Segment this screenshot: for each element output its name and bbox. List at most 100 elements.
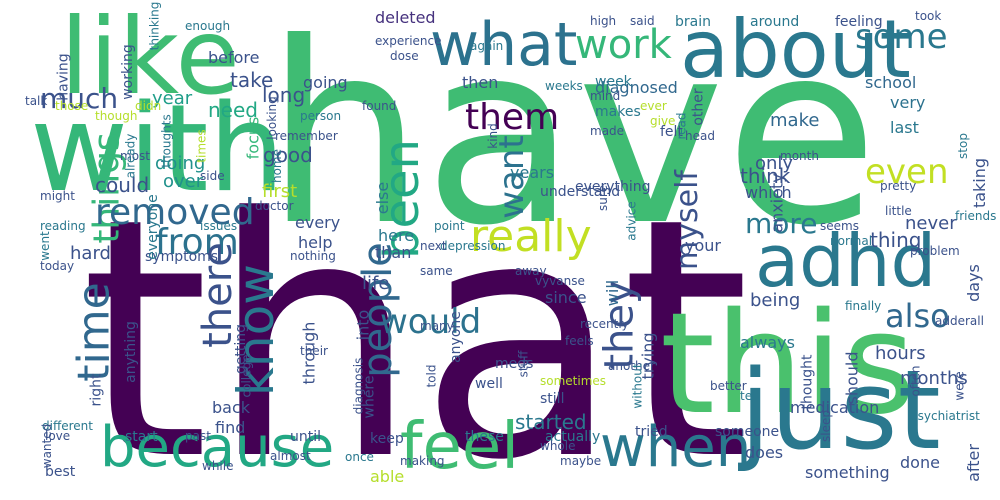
- cloud-word-stop: stop: [955, 133, 970, 159]
- cloud-word-around: around: [750, 14, 800, 30]
- cloud-word-point: point: [434, 219, 465, 233]
- cloud-word-understand: understand: [540, 184, 621, 200]
- cloud-word-advice: advice: [624, 201, 639, 241]
- cloud-word-thought: thought: [799, 354, 816, 410]
- cloud-word-really: really: [470, 211, 592, 262]
- cloud-word-little: little: [885, 204, 912, 218]
- cloud-word-while: while: [202, 459, 234, 473]
- cloud-word-medication: medication: [790, 398, 880, 417]
- cloud-word-thoughts: thoughts: [159, 114, 174, 168]
- cloud-word-have: have: [265, 0, 879, 280]
- cloud-word-took: took: [915, 9, 942, 23]
- cloud-word-brain: brain: [675, 14, 711, 30]
- cloud-word-would: would: [380, 302, 482, 342]
- cloud-word-recently: recently: [580, 317, 629, 331]
- cloud-word-which: which: [745, 183, 792, 202]
- cloud-word-long: long: [262, 83, 306, 107]
- cloud-word-still: still: [540, 391, 565, 407]
- cloud-word-much: much: [40, 82, 119, 115]
- cloud-word-deleted: deleted: [375, 8, 436, 27]
- cloud-word-stuff: stuff: [516, 350, 531, 378]
- cloud-word-times: times: [194, 129, 209, 163]
- cloud-word-also: also: [885, 297, 950, 335]
- cloud-word-first: first: [262, 181, 298, 202]
- cloud-word-depression: depression: [440, 239, 506, 253]
- cloud-word-going: going: [303, 73, 348, 92]
- cloud-word-more: more: [745, 207, 818, 240]
- cloud-word-diagnosis: diagnosis: [351, 357, 366, 415]
- cloud-word-most: most: [120, 149, 150, 163]
- cloud-word-focus: focus: [243, 116, 263, 160]
- cloud-word-head: head: [685, 129, 715, 143]
- cloud-word-feels: feels: [565, 334, 594, 348]
- cloud-word-said: said: [630, 14, 655, 28]
- cloud-word-with: with: [30, 80, 285, 219]
- cloud-word-dose: dose: [390, 49, 419, 63]
- cloud-word-pretty: pretty: [880, 179, 917, 193]
- cloud-word-done: done: [900, 453, 940, 472]
- cloud-word-remember: remember: [275, 129, 338, 143]
- cloud-word-home: home: [270, 148, 285, 184]
- cloud-word-them: them: [465, 97, 560, 138]
- cloud-word-last: last: [890, 118, 919, 137]
- cloud-word-actually: actually: [545, 429, 601, 445]
- cloud-word-into: into: [353, 309, 373, 341]
- cloud-word-past: past: [185, 429, 211, 443]
- cloud-word-having: having: [55, 53, 72, 101]
- cloud-word-reading: reading: [40, 219, 86, 233]
- cloud-word-hard: hard: [70, 243, 111, 264]
- cloud-word-before: before: [208, 48, 260, 67]
- cloud-word-their: their: [300, 344, 328, 358]
- cloud-word-almost: almost: [270, 449, 311, 463]
- cloud-word-found: found: [362, 99, 397, 113]
- cloud-word-days: days: [963, 264, 983, 302]
- cloud-word-again: again: [470, 39, 504, 53]
- cloud-word-will: will: [603, 279, 623, 307]
- cloud-word-that: that: [80, 148, 751, 500]
- cloud-word-every: every: [295, 213, 341, 232]
- cloud-word-month: month: [780, 149, 819, 163]
- cloud-word-than: than: [375, 243, 412, 262]
- cloud-word-diagnosed: diagnosed: [595, 78, 678, 97]
- cloud-word-never: never: [905, 213, 957, 234]
- cloud-word-college: college: [239, 354, 254, 398]
- cloud-word-school: school: [865, 73, 917, 92]
- cloud-word-doing: doing: [155, 153, 206, 174]
- cloud-word-think: think: [740, 164, 791, 188]
- cloud-word-tried: tried: [635, 424, 668, 440]
- cloud-word-hours: hours: [875, 343, 926, 364]
- cloud-word-years: years: [510, 163, 555, 182]
- cloud-word-without: without: [630, 363, 645, 409]
- cloud-word-normal: normal: [830, 234, 873, 248]
- cloud-word-tell: tell: [740, 389, 759, 403]
- cloud-word-mind: mind: [590, 89, 621, 103]
- cloud-word-today: today: [40, 259, 75, 273]
- cloud-word-feeling: feeling: [835, 14, 883, 30]
- cloud-word-same: same: [420, 264, 453, 278]
- cloud-word-experience: experience: [375, 34, 442, 48]
- cloud-word-right: right: [88, 373, 105, 407]
- cloud-word-made: made: [590, 124, 625, 138]
- cloud-word-only: only: [755, 153, 794, 174]
- cloud-word-week: week: [595, 74, 632, 90]
- cloud-word-back: back: [212, 398, 251, 417]
- cloud-word-already: already: [123, 133, 138, 179]
- cloud-word-nothing: nothing: [290, 249, 336, 263]
- cloud-word-didn: didn: [135, 99, 162, 113]
- cloud-word-since: since: [545, 288, 587, 307]
- cloud-word-best: best: [45, 464, 76, 480]
- cloud-word-adderall: adderall: [935, 314, 984, 328]
- cloud-word-make: make: [770, 110, 820, 131]
- cloud-word-person: person: [300, 109, 342, 123]
- cloud-word-psychiatrist: psychiatrist: [910, 409, 980, 423]
- cloud-word-does: does: [745, 443, 784, 462]
- cloud-word-feel: feel: [400, 410, 520, 484]
- cloud-word-just: just: [740, 346, 941, 474]
- cloud-word-talk: talk: [25, 94, 48, 108]
- cloud-word-seems: seems: [820, 219, 859, 233]
- cloud-word-vyvanse: vyvanse: [535, 274, 585, 288]
- cloud-word-here: here: [378, 226, 415, 245]
- cloud-word-anything: anything: [122, 321, 139, 383]
- cloud-word-find: find: [215, 418, 246, 437]
